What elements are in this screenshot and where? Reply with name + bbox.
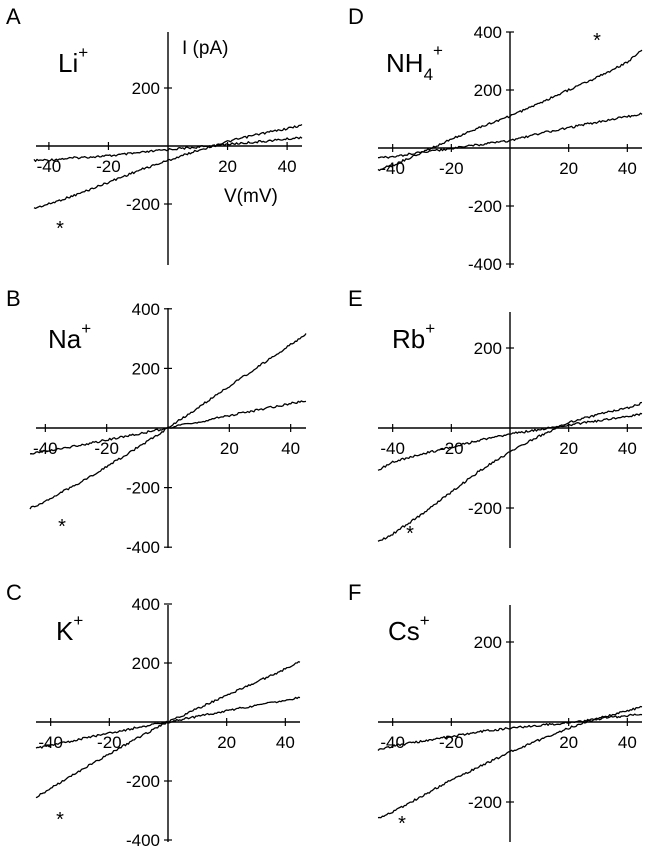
x-tick-label: 40 (278, 157, 297, 176)
x-tick-label: 40 (281, 439, 300, 458)
y-tick-label: -200 (126, 479, 160, 498)
ion-label: NH4+ (386, 41, 443, 84)
y-tick-label: 200 (132, 79, 160, 98)
x-tick-label: -40 (380, 159, 405, 178)
panel-c: C K+ -40 -20 20 40 -400 -200 200 400 * (6, 580, 301, 850)
x-tick-label: -20 (97, 733, 122, 752)
x-tick-label: -20 (439, 733, 464, 752)
asterisk-marker: * (58, 516, 66, 538)
y-axis-title: I (pA) (182, 38, 228, 59)
iv-trace-2 (35, 661, 301, 799)
asterisk-marker: * (593, 30, 601, 52)
y-tick-label: -400 (468, 255, 502, 274)
y-tick-label: -200 (126, 772, 160, 791)
x-tick-label: 20 (559, 439, 578, 458)
panel-letter: B (6, 286, 21, 311)
iv-trace-2 (377, 49, 643, 172)
asterisk-marker: * (406, 523, 414, 545)
ion-label: Rb+ (392, 319, 435, 354)
y-tick-label: -200 (468, 197, 502, 216)
panel-b: B Na+ -40 -20 20 40 -400 -200 200 400 * (6, 286, 307, 557)
x-tick-label: 20 (218, 157, 237, 176)
x-tick-label: 40 (618, 439, 637, 458)
x-tick-label: -40 (33, 439, 58, 458)
x-tick-label: 40 (618, 159, 637, 178)
x-tick-label: 20 (220, 439, 239, 458)
x-tick-label: -40 (37, 157, 62, 176)
y-tick-label: -200 (126, 195, 160, 214)
y-tick-label: 400 (474, 23, 502, 42)
iv-trace-1 (33, 136, 303, 163)
x-tick-label: -20 (96, 157, 121, 176)
x-axis-title: V(mV) (224, 186, 278, 207)
panel-letter: D (348, 4, 364, 29)
x-tick-label: 20 (559, 159, 578, 178)
panel-a: A Li+ -40 -20 20 40 -200 200 I (pA) V(mV) * (6, 4, 303, 265)
iv-trace-2 (377, 401, 643, 542)
y-tick-label: 200 (474, 81, 502, 100)
y-tick-label: 200 (474, 339, 502, 358)
y-tick-label: -400 (126, 538, 160, 557)
iv-trace-2 (29, 333, 307, 510)
panel-letter: C (6, 580, 22, 605)
panel-d: D NH4+ -40 -20 20 40 -400 -200 200 400 * (348, 4, 643, 274)
panel-e: E Rb+ -40 -20 20 40 -200 200 * (348, 286, 643, 548)
iv-trace-2 (33, 123, 303, 210)
y-tick-label: -400 (126, 831, 160, 850)
y-tick-label: -200 (468, 499, 502, 518)
x-tick-label: 40 (618, 733, 637, 752)
panel-letter: E (348, 286, 363, 311)
ion-label: Li+ (58, 43, 88, 78)
y-tick-label: 200 (132, 654, 160, 673)
ion-label: Na+ (48, 319, 91, 354)
ion-label: K+ (56, 611, 83, 646)
asterisk-marker: * (56, 218, 64, 240)
x-tick-label: -20 (439, 159, 464, 178)
ion-label: Cs+ (388, 611, 430, 646)
x-tick-label: -20 (439, 439, 464, 458)
y-tick-label: 400 (132, 300, 160, 319)
asterisk-marker: * (398, 813, 406, 835)
y-tick-label: 400 (132, 595, 160, 614)
x-tick-label: -20 (94, 439, 119, 458)
panel-letter: A (6, 4, 21, 29)
panel-letter: F (348, 580, 361, 605)
x-tick-label: -40 (380, 439, 405, 458)
x-tick-label: -40 (38, 733, 63, 752)
x-tick-label: 40 (276, 733, 295, 752)
x-tick-label: 20 (217, 733, 236, 752)
y-tick-label: 200 (132, 359, 160, 378)
x-tick-label: 20 (559, 733, 578, 752)
y-tick-label: -200 (468, 793, 502, 812)
iv-trace-1 (377, 412, 643, 471)
asterisk-marker: * (56, 809, 64, 831)
y-tick-label: 200 (474, 633, 502, 652)
iv-trace-2 (377, 705, 643, 819)
